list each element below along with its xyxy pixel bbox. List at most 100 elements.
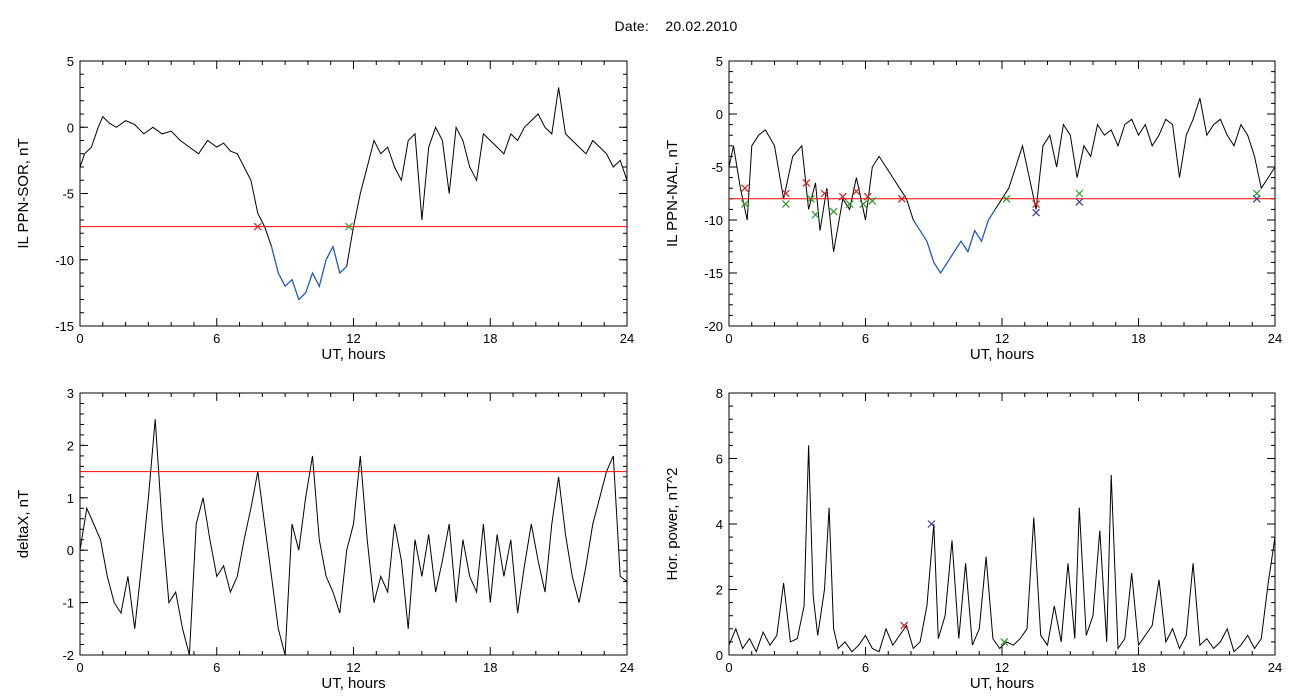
marker-stroke [741,200,749,209]
y-tick-label: 0 [716,107,723,122]
y-tick-label: 2 [67,438,74,453]
y-axis-label: Hor. power, nT^2 [664,468,681,581]
marker-red [900,621,909,630]
below-threshold-segment [270,244,348,301]
marker-stroke [927,520,936,528]
x-tick-label: 18 [483,660,497,675]
y-tick-label: -15 [704,266,723,281]
marker-green [829,207,838,216]
x-tick-label: 12 [346,660,360,675]
y-tick-label: -10 [55,253,74,268]
x-tick-label: 0 [725,331,732,346]
marker-blue [927,520,936,528]
marker-red [741,184,749,193]
x-tick-label: 6 [862,331,869,346]
y-tick-label: -5 [62,187,74,202]
marker-stroke [838,192,847,201]
y-tick-label: -15 [55,319,74,334]
marker-stroke [781,189,790,198]
y-tick-label: 0 [67,543,74,558]
y-tick-label: 8 [716,386,723,401]
marker-green [845,200,854,209]
x-tick-label: 6 [862,660,869,675]
x-tick-label: 12 [346,331,360,346]
plot-frame [79,60,628,327]
page-title: Date: 20.02.2010 [0,18,1300,34]
marker-stroke [253,222,262,231]
y-tick-label: 0 [716,648,723,663]
x-tick-label: 6 [213,331,220,346]
marker-stroke [829,207,838,216]
marker-green [811,210,820,219]
below-threshold-segment [912,209,996,275]
chart-p1: 0 6 12 18 24 -15 -10 -5 0 5 UT, hours IL PPN-SOR, n… [15,54,634,363]
marker-stroke [811,210,820,219]
date-label: Date: [614,18,649,34]
marker-stroke [802,178,811,187]
x-tick-label: 24 [1268,660,1282,675]
marker-green [781,200,790,209]
marker-stroke [868,196,877,205]
data-line [80,419,627,655]
marker-stroke [345,222,353,231]
marker-green [1002,194,1011,203]
data-line [80,87,627,301]
marker-stroke [1002,194,1011,203]
x-tick-label: 6 [213,660,220,675]
y-tick-label: 2 [716,583,723,598]
marker-stroke [1032,208,1041,217]
date-value: 20.02.2010 [665,18,738,34]
plot-frame [728,60,1276,327]
y-tick-label: 4 [716,517,723,532]
y-axis-label: IL PPN-SOR, nT [15,138,32,248]
marker-stroke [859,200,868,209]
y-tick-label: 3 [67,386,74,401]
marker-blue [1075,198,1084,206]
x-tick-label: 0 [76,331,83,346]
marker-stroke [741,184,749,193]
x-tick-label: 18 [483,331,497,346]
x-axis-label: UT, hours [970,675,1034,692]
marker-red [838,192,847,201]
y-tick-label: -2 [62,648,74,663]
marker-stroke [806,194,815,203]
y-tick-label: 0 [67,120,74,135]
marker-green [345,222,353,231]
y-tick-label: 6 [716,452,723,467]
x-tick-label: 24 [620,660,634,675]
y-tick-label: 1 [67,491,74,506]
marker-blue [1032,208,1041,217]
marker-green [1000,637,1009,646]
y-tick-label: 5 [716,54,723,69]
marker-stroke [1032,200,1041,209]
marker-green [868,196,877,205]
x-tick-label: 0 [725,660,732,675]
x-axis-label: UT, hours [321,346,385,363]
data-line [729,97,1275,274]
y-tick-label: -1 [62,596,74,611]
marker-stroke [1075,189,1084,198]
x-tick-label: 18 [1131,660,1145,675]
marker-green [1252,189,1261,198]
y-axis-label: deltaX, nT [15,490,32,558]
x-axis-label: UT, hours [970,346,1034,363]
marker-stroke [781,200,790,209]
x-tick-label: 24 [620,331,634,346]
x-tick-label: 12 [995,331,1009,346]
marker-red [253,222,262,231]
chart-p2: 0 6 12 18 24 -20 -15 -10 -5 0 5 UT, hours IL PPN-NAL… [664,54,1282,363]
x-tick-label: 24 [1268,331,1282,346]
y-tick-label: 5 [67,54,74,69]
marker-stroke [897,194,906,203]
y-tick-label: -5 [711,160,723,175]
y-tick-label: -10 [704,213,723,228]
marker-green [859,200,868,209]
y-tick-label: -20 [704,319,723,334]
marker-stroke [820,189,829,198]
marker-green [741,200,749,209]
marker-red [781,189,790,198]
marker-stroke [845,200,854,209]
data-line [729,445,1275,653]
